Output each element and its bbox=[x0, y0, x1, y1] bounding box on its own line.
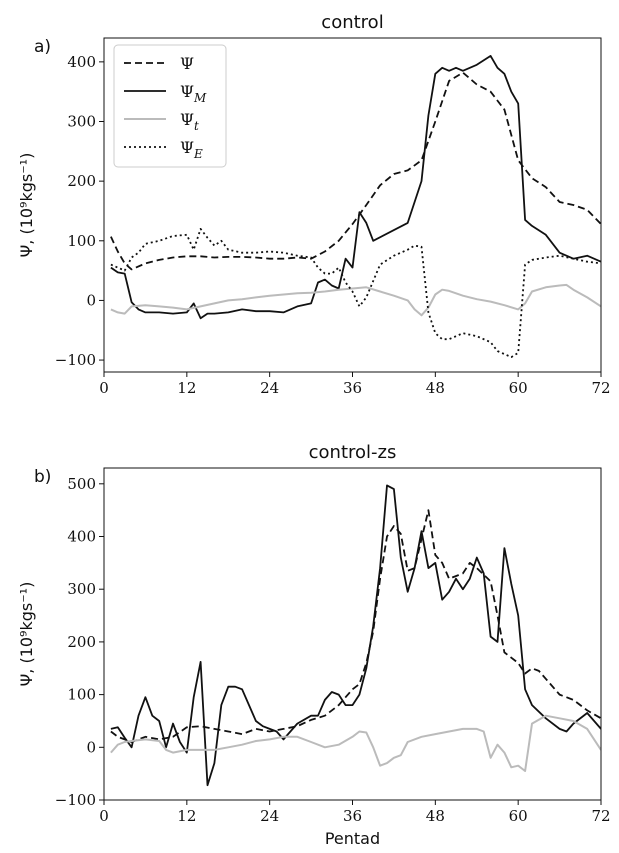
legend-box bbox=[113, 44, 227, 168]
series-line-3 bbox=[110, 227, 601, 359]
y-axis-label: Ψ, (10⁹kgs⁻¹) bbox=[17, 153, 36, 258]
x-tick-label: 72 bbox=[591, 807, 610, 825]
series-line-1 bbox=[110, 484, 601, 787]
x-axis-label: Pentad bbox=[325, 829, 380, 848]
y-tick-label: 300 bbox=[67, 580, 96, 598]
x-tick-label: 48 bbox=[426, 807, 445, 825]
panel-label: b) bbox=[34, 467, 51, 487]
chart-title: control bbox=[321, 12, 383, 33]
y-tick-label: 0 bbox=[86, 291, 96, 309]
series-line-2 bbox=[110, 714, 601, 772]
y-axis-label: Ψ, (10⁹kgs⁻¹) bbox=[17, 582, 36, 687]
chart-title: control-zs bbox=[309, 442, 397, 463]
y-tick-label: 200 bbox=[67, 633, 96, 651]
x-tick-label: 12 bbox=[177, 807, 196, 825]
x-tick-label: 36 bbox=[343, 379, 362, 397]
y-tick-label: 0 bbox=[86, 738, 96, 756]
x-tick-label: 0 bbox=[99, 807, 109, 825]
plot-frame bbox=[103, 467, 602, 801]
y-tick-label: 100 bbox=[67, 686, 96, 704]
x-tick-label: 48 bbox=[426, 379, 445, 397]
panel-b: 0 12 24 36 48 60 72−1000100200300400500control… bbox=[17, 442, 611, 848]
legend-label: Ψ bbox=[180, 54, 194, 73]
series-line-2 bbox=[110, 283, 601, 317]
series-line-0 bbox=[110, 509, 601, 743]
x-tick-label: 72 bbox=[591, 379, 610, 397]
y-tick-label: 400 bbox=[67, 53, 96, 71]
x-tick-label: 36 bbox=[343, 807, 362, 825]
y-tick-label: −100 bbox=[55, 791, 96, 809]
x-tick-label: 60 bbox=[509, 379, 528, 397]
x-tick-label: 0 bbox=[99, 379, 109, 397]
y-tick-label: 500 bbox=[67, 475, 96, 493]
y-tick-label: 200 bbox=[67, 172, 96, 190]
series-line-0 bbox=[110, 71, 601, 271]
x-tick-label: 60 bbox=[509, 807, 528, 825]
x-tick-label: 12 bbox=[177, 379, 196, 397]
x-tick-label: 24 bbox=[260, 807, 279, 825]
y-tick-label: 100 bbox=[67, 232, 96, 250]
y-tick-label: −100 bbox=[55, 351, 96, 369]
y-tick-label: 300 bbox=[67, 113, 96, 131]
panel-label: a) bbox=[34, 37, 51, 57]
y-tick-label: 400 bbox=[67, 528, 96, 546]
panel-a: 0 12 24 36 48 60 72−1000100200300400controla)Ψ… bbox=[17, 12, 611, 397]
x-tick-label: 24 bbox=[260, 379, 279, 397]
